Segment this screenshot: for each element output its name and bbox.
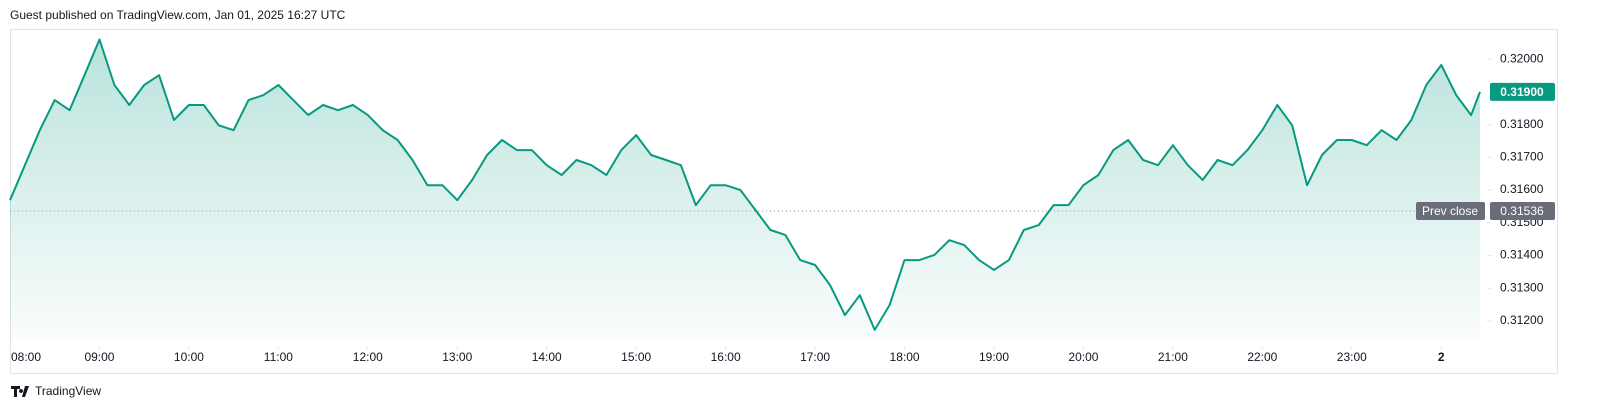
prev-close-value-badge — [1490, 202, 1555, 221]
x-tick-label: 14:00 — [532, 350, 562, 364]
x-tick-label: 23:00 — [1337, 350, 1367, 364]
brand-name: TradingView — [35, 384, 101, 398]
x-tick-label: 17:00 — [800, 350, 830, 364]
prev-close-value: 0.31536 — [1500, 204, 1544, 218]
x-tick-label: 2 — [1438, 350, 1445, 364]
x-tick-label: 20:00 — [1068, 350, 1098, 364]
y-tick-label: 0.31600 — [1500, 182, 1544, 196]
prev-close-name: Prev close — [1422, 204, 1478, 218]
last-price-label: 0.31900 — [1500, 85, 1544, 99]
x-tick-label: 15:00 — [621, 350, 651, 364]
y-tick-label: 0.31800 — [1500, 117, 1544, 131]
last-price-badge — [1490, 82, 1555, 101]
x-tick-label: 08:00 — [11, 350, 41, 364]
x-tick-label: 16:00 — [711, 350, 741, 364]
price-line — [9, 38, 1481, 331]
y-tick-label: 0.32000 — [1500, 51, 1544, 65]
x-tick-label: 22:00 — [1247, 350, 1277, 364]
x-tick-label: 21:00 — [1158, 350, 1188, 364]
y-tick-label: 0.31700 — [1500, 150, 1544, 164]
y-tick-label: 0.31200 — [1500, 313, 1544, 327]
header-text: Guest published on TradingView.com, Jan … — [10, 8, 346, 22]
y-tick-label: 0.31300 — [1500, 280, 1544, 294]
brand-logo — [11, 386, 29, 397]
x-tick-label: 09:00 — [84, 350, 114, 364]
x-tick-label: 18:00 — [890, 350, 920, 364]
y-tick-label: 0.31400 — [1500, 248, 1544, 262]
x-tick-label: 11:00 — [264, 350, 293, 364]
plot: 0.312000.313000.314000.315000.316000.317… — [9, 38, 1555, 364]
x-tick-label: 13:00 — [442, 350, 472, 364]
area-fill — [10, 39, 1480, 340]
x-tick-label: 12:00 — [353, 350, 383, 364]
prev-close-name-badge — [1416, 202, 1485, 221]
x-tick-label: 19:00 — [979, 350, 1009, 364]
x-tick-label: 10:00 — [174, 350, 204, 364]
